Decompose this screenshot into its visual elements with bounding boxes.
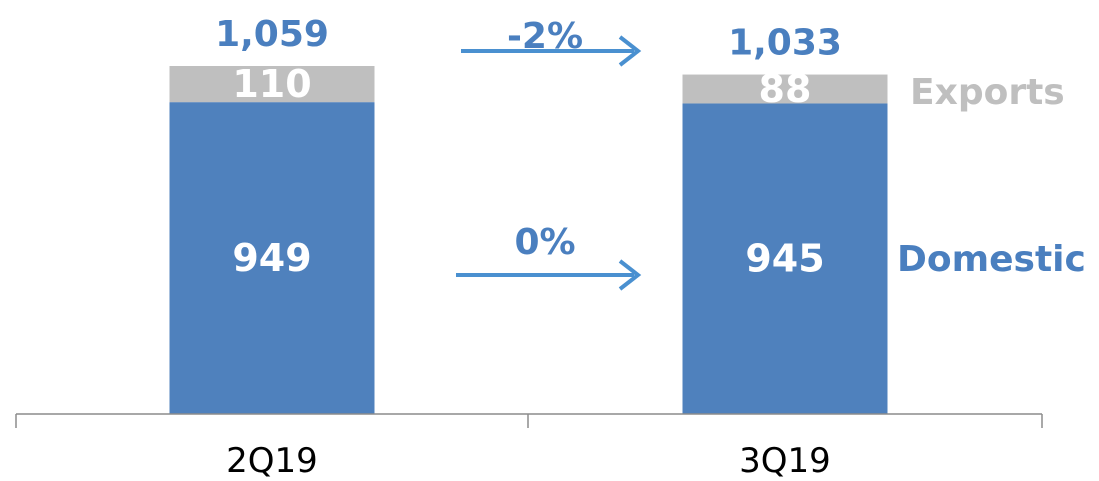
data-label-domestic-2q19: 949 (232, 236, 311, 280)
bar-domestic-2q19 (169, 102, 375, 414)
bar-exports-3q19 (682, 74, 888, 104)
data-label-domestic-3q19: 945 (745, 237, 824, 281)
bar-domestic-3q19 (682, 103, 888, 414)
data-label-exports-3q19: 88 (759, 67, 812, 111)
x-tick-label-2q19: 2Q19 (226, 441, 318, 481)
legend-label-exports: Exports (910, 72, 1065, 113)
domestic-change-arrow (456, 259, 642, 291)
total-change-label: -2% (507, 16, 583, 57)
x-tick-label-3q19: 3Q19 (739, 441, 831, 481)
total-change-arrow (461, 35, 642, 67)
data-label-exports-2q19: 110 (232, 62, 311, 106)
total-label-2q19: 1,059 (215, 14, 329, 55)
domestic-change-label: 0% (514, 222, 575, 263)
bar-exports-2q19 (169, 66, 375, 103)
legend-label-domestic: Domestic (897, 239, 1086, 280)
total-label-3q19: 1,033 (728, 23, 842, 64)
